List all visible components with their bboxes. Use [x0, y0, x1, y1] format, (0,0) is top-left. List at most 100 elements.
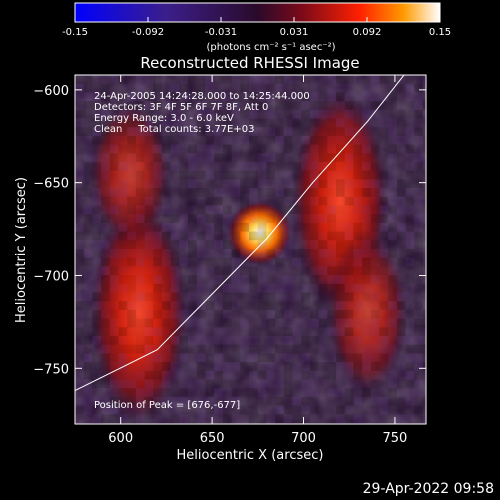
image-pixel [344, 179, 354, 189]
image-pixel [423, 370, 426, 380]
image-pixel [83, 231, 93, 241]
image-pixel [396, 292, 406, 302]
image-pixel [301, 170, 310, 180]
image-pixel [327, 406, 336, 415]
colorbar-tick-label: 0.031 [280, 27, 309, 38]
image-pixel [170, 405, 180, 415]
image-pixel [283, 318, 293, 328]
image-pixel [222, 249, 232, 258]
image-pixel [292, 162, 302, 171]
image-pixel [380, 162, 389, 171]
image-pixel [135, 127, 145, 136]
image-pixel [336, 336, 345, 345]
image-pixel [75, 231, 84, 241]
image-pixel [379, 353, 389, 363]
image-pixel [75, 379, 84, 389]
image-pixel [362, 301, 371, 310]
image-pixel [75, 275, 84, 284]
image-pixel [292, 231, 302, 241]
image-pixel [258, 319, 267, 328]
image-pixel [292, 344, 302, 354]
image-pixel [110, 171, 119, 180]
image-pixel [83, 101, 93, 110]
image-pixel [240, 232, 249, 241]
image-pixel [196, 240, 206, 249]
image-pixel [136, 380, 145, 389]
image-pixel [127, 101, 136, 110]
image-pixel [388, 153, 397, 162]
x-tick-label: 700 [291, 431, 316, 446]
image-pixel [92, 205, 102, 215]
image-pixel [101, 283, 110, 293]
image-pixel [135, 336, 145, 345]
image-pixel [240, 405, 249, 415]
image-pixel [405, 318, 415, 328]
image-pixel [257, 92, 267, 102]
image-pixel [405, 127, 415, 136]
image-pixel [257, 309, 267, 319]
image-pixel [266, 188, 276, 197]
image-pixel [162, 362, 171, 371]
image-pixel [336, 197, 345, 206]
image-pixel [75, 118, 84, 128]
image-pixel [379, 249, 389, 258]
image-pixel [275, 249, 284, 258]
image-pixel [414, 336, 423, 345]
image-pixel [370, 153, 380, 162]
image-pixel [293, 179, 302, 188]
image-pixel [196, 336, 206, 345]
image-pixel [222, 222, 232, 232]
image-pixel [196, 318, 206, 328]
image-pixel [214, 240, 223, 249]
image-pixel [170, 144, 180, 154]
image-pixel [222, 240, 232, 249]
image-pixel [231, 292, 241, 302]
image-pixel [205, 153, 215, 162]
image-pixel [405, 170, 415, 180]
image-pixel [266, 109, 276, 119]
image-pixel [423, 101, 426, 110]
image-pixel [214, 162, 223, 171]
image-pixel [75, 405, 84, 415]
image-pixel [257, 205, 267, 215]
image-pixel [353, 101, 363, 110]
image-pixel [222, 414, 232, 423]
image-pixel [170, 396, 180, 406]
image-pixel [231, 92, 241, 102]
image-pixel [153, 362, 162, 371]
image-pixel [214, 388, 223, 397]
image-pixel [109, 353, 119, 363]
image-pixel [344, 135, 354, 145]
image-pixel [301, 214, 310, 223]
image-pixel [127, 153, 136, 162]
image-pixel [110, 240, 119, 249]
image-pixel [336, 205, 345, 215]
image-pixel [119, 310, 128, 319]
image-pixel [249, 214, 258, 223]
image-pixel [249, 92, 258, 102]
image-pixel [127, 214, 136, 223]
image-pixel [283, 283, 293, 293]
image-pixel [118, 249, 128, 258]
image-pixel [231, 162, 241, 171]
image-pixel [353, 214, 363, 223]
image-pixel [222, 362, 232, 371]
image-pixel [396, 222, 406, 232]
image-pixel [222, 283, 232, 293]
image-pixel [144, 92, 154, 102]
image-pixel [118, 179, 128, 189]
image-pixel [266, 135, 276, 145]
image-pixel [214, 379, 223, 389]
image-pixel [196, 292, 206, 302]
image-pixel [222, 214, 232, 223]
image-pixel [293, 388, 302, 397]
image-pixel [75, 388, 84, 397]
image-pixel [266, 145, 275, 154]
image-pixel [144, 118, 154, 128]
image-pixel [284, 153, 293, 162]
image-pixel [406, 301, 415, 310]
image-pixel [327, 214, 336, 223]
image-pixel [179, 327, 188, 336]
image-pixel [370, 344, 380, 354]
image-pixel [249, 344, 258, 354]
